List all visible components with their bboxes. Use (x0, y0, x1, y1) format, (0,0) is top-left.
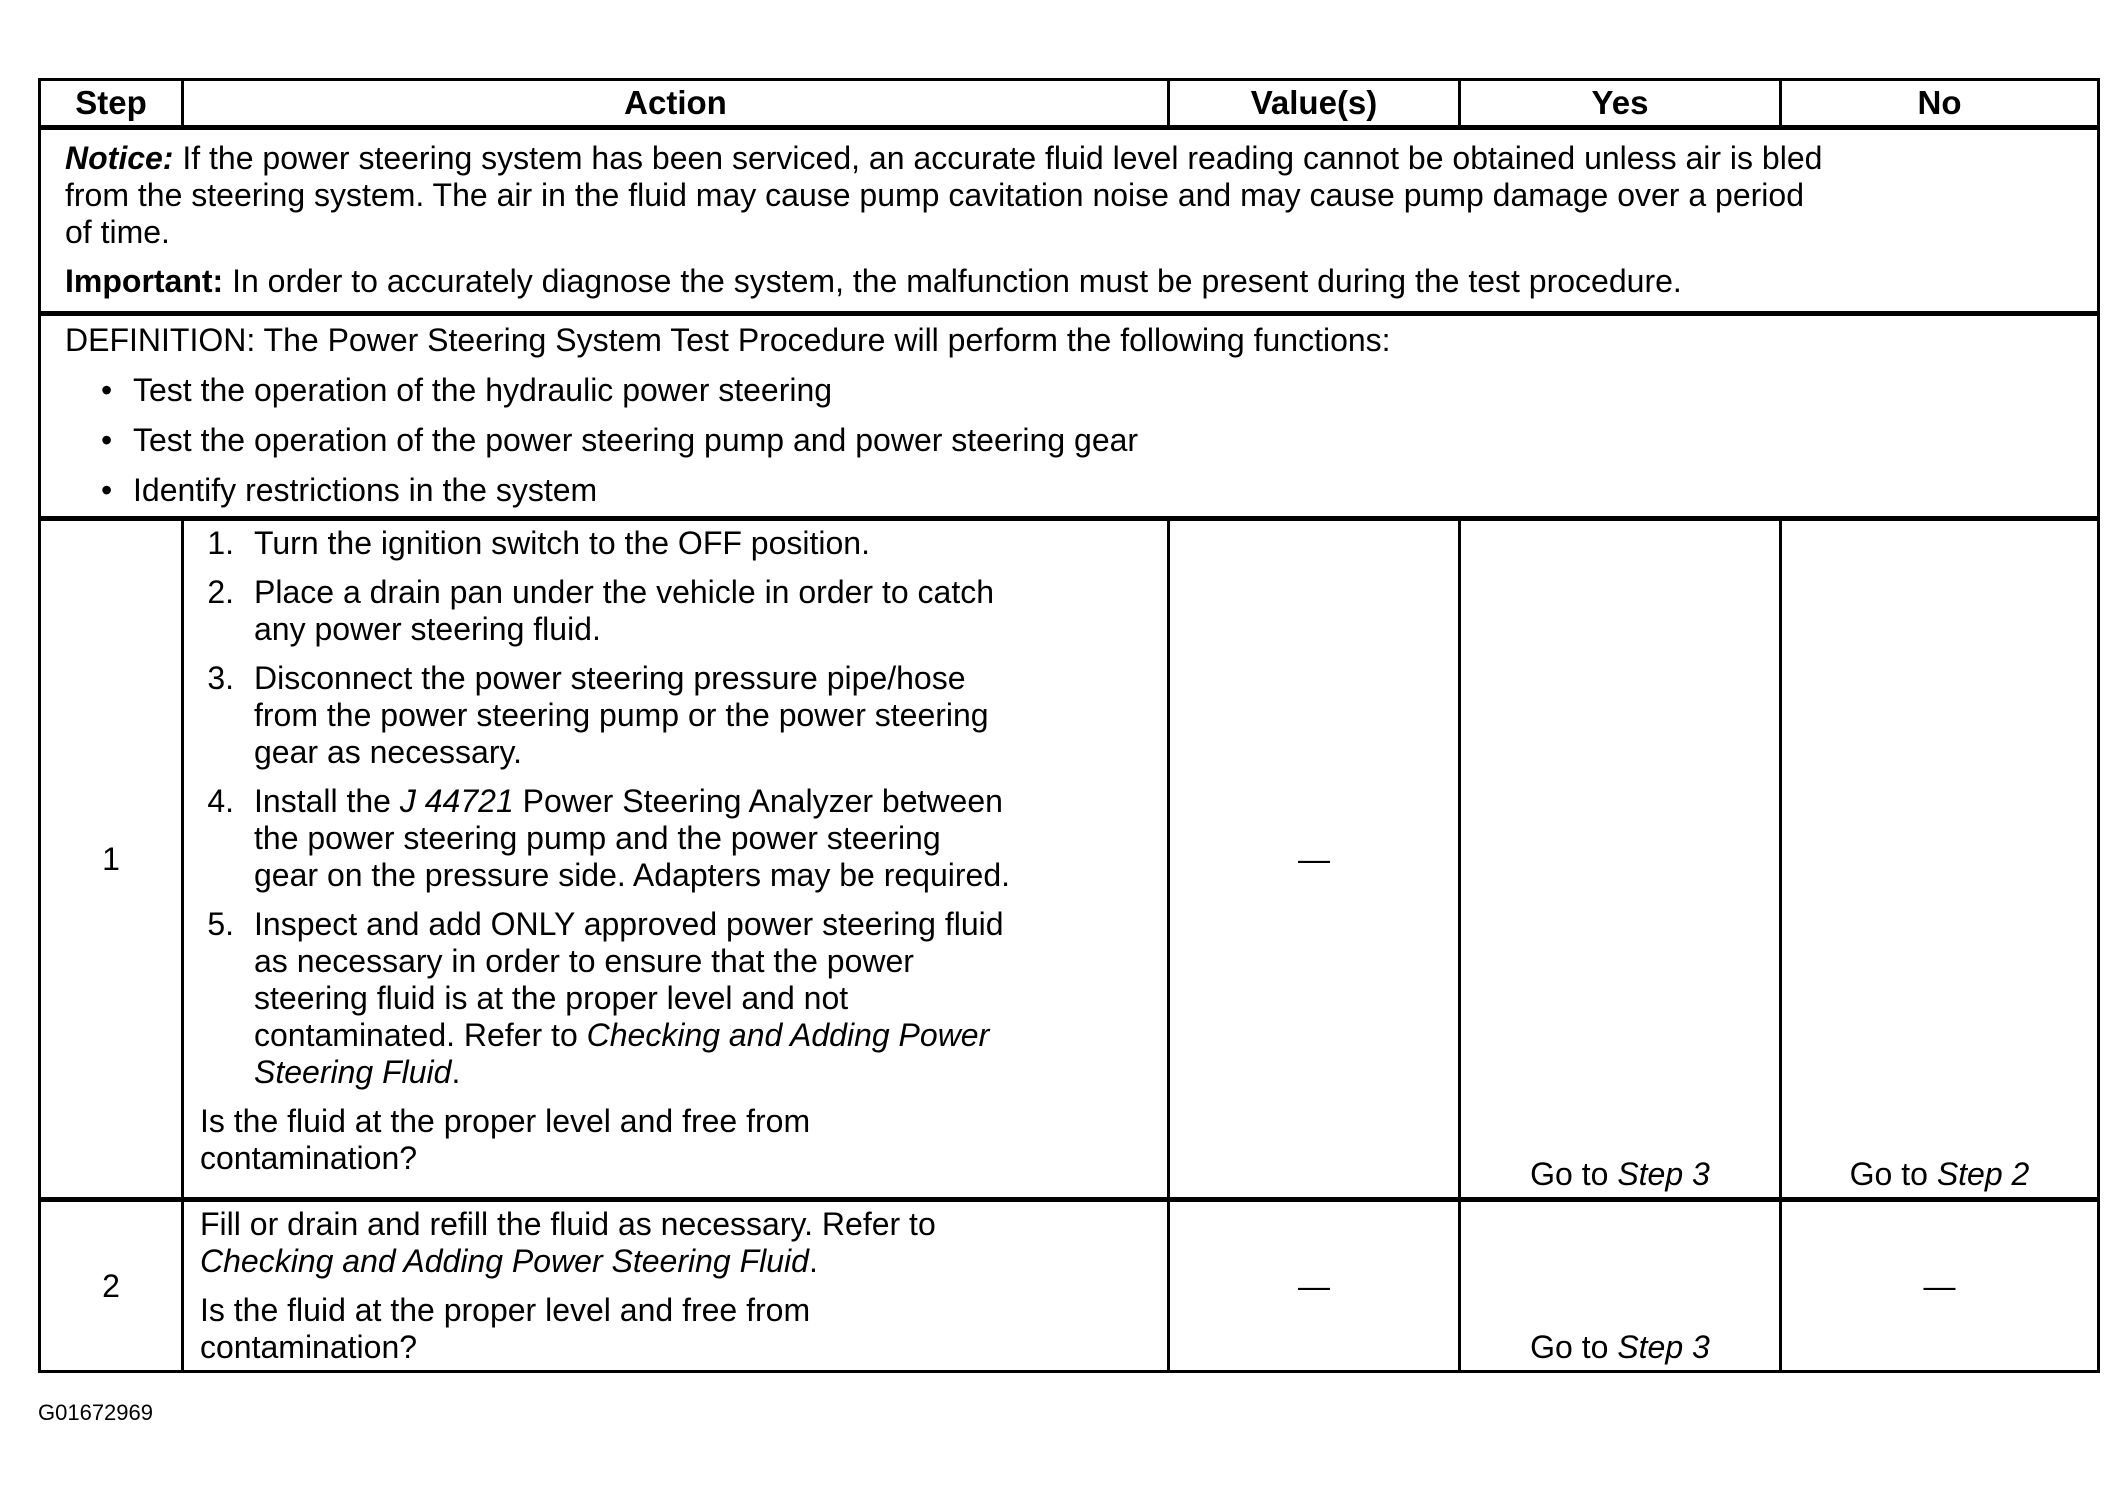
item-text: Place a drain pan under the vehicle in o… (254, 574, 995, 610)
header-no: No (1779, 78, 2100, 129)
question-text: contamination? (200, 1140, 418, 1176)
item-text: gear on the pressure side. Adapters may … (254, 857, 1010, 893)
step-1-no[interactable]: Go to Step 2 (1779, 516, 2100, 1201)
tool-reference: J 44721 (399, 783, 514, 819)
step-2-no: — (1779, 1197, 2100, 1373)
diagnostic-table: Step Action Value(s) Yes No Notice: If t… (38, 78, 2100, 1373)
item-text: Install the (254, 783, 400, 819)
step-1-yes[interactable]: Go to Step 3 (1458, 516, 1782, 1201)
item-text: Disconnect the power steering pressure p… (254, 660, 966, 696)
item-text: . (451, 1054, 461, 1090)
bullet-text: Test the operation of the power steering… (133, 422, 1139, 458)
action-item: 2. Place a drain pan under the vehicle in… (184, 574, 1149, 648)
item-text: gear as necessary. (254, 734, 522, 770)
action-item: 1. Turn the ignition switch to the OFF po… (184, 525, 1149, 562)
header-action: Action (181, 78, 1170, 129)
header-values: Value(s) (1167, 78, 1461, 129)
goto-prefix: Go to (1530, 1329, 1618, 1365)
header-row: Step Action Value(s) Yes No (38, 78, 2100, 129)
notice: Notice: If the power steering system has… (65, 140, 2079, 177)
action-item: 3. Disconnect the power steering pressure… (184, 660, 1149, 771)
bullet-text: Test the operation of the hydraulic powe… (133, 372, 833, 408)
header-step: Step (38, 78, 184, 129)
goto-step-link[interactable]: Step 2 (1936, 1156, 2030, 1192)
notice-text: If the power steering system has been se… (182, 140, 1823, 176)
procedure-link[interactable]: Checking and Adding Power (586, 1017, 990, 1053)
goto-prefix: Go to (1530, 1156, 1618, 1192)
item-number: 4. (207, 783, 234, 819)
step-2-yes[interactable]: Go to Step 3 (1458, 1197, 1782, 1373)
step-1-value: — (1167, 516, 1461, 1201)
question-text: Is the fluid at the proper level and fre… (200, 1103, 811, 1139)
item-text: steering fluid is at the proper level an… (254, 980, 849, 1016)
notice-text-2: from the steering system. The air in the… (65, 177, 1804, 213)
item-text: Inspect and add ONLY approved power stee… (254, 906, 1004, 942)
definition-bullet: • Test the operation of the power steerin… (101, 422, 1139, 458)
important-label: Important: (65, 263, 224, 299)
item-text: contaminated. Refer to (254, 1017, 587, 1053)
item-text: from the power steering pump or the powe… (254, 697, 989, 733)
definition-bullet: • Test the operation of the hydraulic pow… (101, 372, 833, 408)
bullet-text: Identify restrictions in the system (133, 472, 598, 508)
step-1-row: 1 1. Turn the ignition switch to the OFF … (38, 516, 2100, 1201)
notice-label: Notice: (65, 140, 174, 176)
item-text: Turn the ignition switch to the OFF posi… (254, 525, 870, 561)
question-text: contamination? (200, 1329, 418, 1365)
action-text: Fill or drain and refill the fluid as ne… (200, 1206, 936, 1242)
important: Important: In order to accurately diagno… (65, 263, 2079, 300)
definition-bullet: • Identify restrictions in the system (101, 472, 598, 508)
item-number: 3. (207, 660, 234, 696)
item-number: 2. (207, 574, 234, 610)
item-number: 1. (207, 525, 234, 561)
step-number: 2 (38, 1197, 184, 1373)
step-1-action: 1. Turn the ignition switch to the OFF po… (181, 516, 1170, 1201)
item-number: 5. (207, 906, 234, 942)
figure-id: G01672969 (38, 1400, 153, 1425)
procedure-link[interactable]: Steering Fluid (254, 1054, 452, 1090)
goto-prefix: Go to (1849, 1156, 1937, 1192)
step-2-row: 2 Fill or drain and refill the fluid as … (38, 1197, 2100, 1373)
definition-row: DEFINITION: The Power Steering System Te… (38, 311, 2100, 520)
important-text: In order to accurately diagnose the syst… (232, 263, 1682, 299)
question-text: Is the fluid at the proper level and fre… (200, 1292, 811, 1328)
item-text: any power steering fluid. (254, 611, 601, 647)
action-item: 5. Inspect and add ONLY approved power st… (184, 906, 1149, 1091)
definition-text: DEFINITION: The Power Steering System Te… (65, 322, 1391, 358)
item-text: Power Steering Analyzer between (513, 783, 1003, 819)
step-2-value: — (1167, 1197, 1461, 1373)
item-text: the power steering pump and the power st… (254, 820, 941, 856)
goto-step-link[interactable]: Step 3 (1617, 1156, 1710, 1192)
item-text: as necessary in order to ensure that the… (254, 943, 914, 979)
notice-text-3: of time. (65, 214, 170, 250)
action-item: 4. Install the J 44721 Power Steering Ana… (184, 783, 1149, 894)
notice-row: Notice: If the power steering system has… (38, 125, 2100, 315)
step-2-action: Fill or drain and refill the fluid as ne… (181, 1197, 1170, 1373)
goto-step-link[interactable]: Step 3 (1617, 1329, 1710, 1365)
header-yes: Yes (1458, 78, 1782, 129)
step-number: 1 (38, 516, 184, 1201)
procedure-link[interactable]: Checking and Adding Power Steering Fluid (200, 1243, 809, 1279)
action-text: . (808, 1243, 818, 1279)
step-question: Is the fluid at the proper level and fre… (184, 1103, 1149, 1177)
